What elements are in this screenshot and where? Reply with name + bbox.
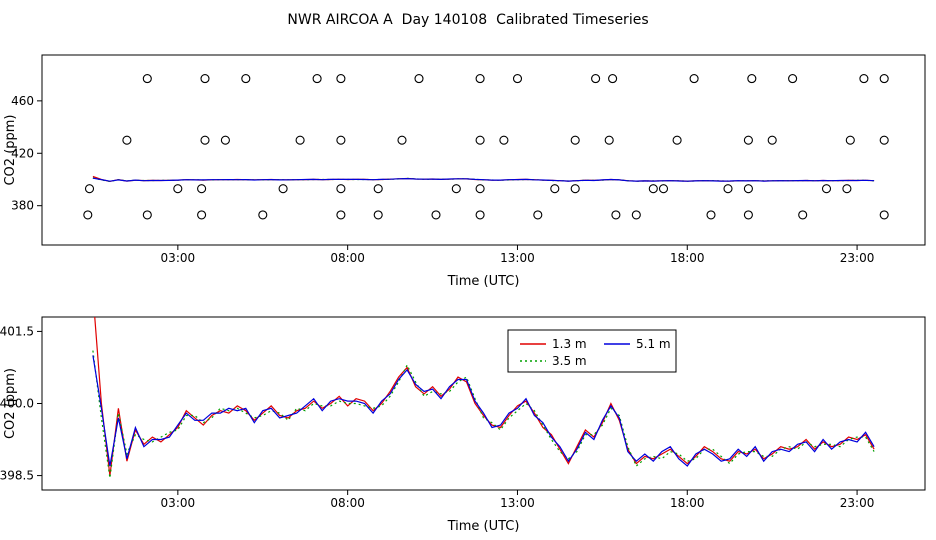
series-line-3-5-m [92, 350, 875, 479]
y-tick-label: 401.5 [0, 324, 34, 338]
calibration-point [336, 74, 346, 84]
calibration-point [373, 184, 383, 194]
calibration-point [631, 210, 641, 220]
calibration-point [220, 135, 230, 145]
calibration-point [336, 135, 346, 145]
y-tick-label: 380 [11, 199, 34, 213]
calibration-point [591, 74, 601, 84]
series-line-5-1-m [92, 177, 875, 182]
calibration-point [788, 74, 798, 84]
calibration-point [798, 210, 808, 220]
x-axis-label: Time (UTC) [447, 519, 520, 534]
calibration-point [197, 210, 207, 220]
calibration-point [512, 74, 523, 84]
plot-box [41, 54, 926, 246]
calibration-point [842, 184, 852, 194]
legend-label: 3.5 m [552, 354, 587, 368]
calibration-point [608, 74, 618, 84]
calibration-point [475, 184, 485, 194]
calibration-point [414, 74, 424, 84]
x-tick-label: 23:00 [840, 496, 875, 510]
calibration-point [84, 184, 95, 194]
y-axis-label: CO2 (ppm) [3, 368, 18, 439]
calibration-point [533, 210, 543, 220]
legend-label: 1.3 m [552, 337, 587, 351]
calibration-point [879, 210, 889, 220]
legend-label: 5.1 m [636, 337, 671, 351]
x-tick-label: 08:00 [330, 496, 365, 510]
calibration-point [747, 74, 757, 84]
page-title: NWR AIRCOA A Day 140108 Calibrated Times… [287, 12, 649, 28]
x-tick-label: 13:00 [500, 251, 535, 265]
calibration-point [83, 210, 93, 220]
calibration-point [278, 184, 288, 194]
plot-box [41, 316, 926, 491]
x-tick-label: 18:00 [670, 496, 705, 510]
calibration-point [258, 210, 268, 220]
calibration-point [451, 184, 461, 194]
calibration-point [475, 74, 485, 84]
y-axis-label: CO2 (ppm) [3, 114, 18, 185]
legend-box [507, 329, 677, 373]
calibration-point [743, 135, 753, 145]
x-tick-label: 18:00 [670, 251, 705, 265]
calibration-point [570, 184, 580, 194]
calibration-point [611, 210, 621, 220]
calibration-point [648, 184, 658, 194]
calibration-point [197, 184, 207, 194]
calibration-point [241, 74, 251, 84]
calibration-point [689, 74, 699, 84]
calibration-point [658, 184, 669, 194]
calibration-point [743, 184, 753, 194]
calibration-point [122, 135, 132, 145]
x-axis-label: Time (UTC) [447, 274, 520, 289]
calibration-point [397, 135, 407, 145]
y-tick-label: 460 [11, 94, 34, 108]
calibration-point [767, 135, 777, 145]
ambient-co2-panel: 03:00 08:00 13:00 18:00 23:00 398.5 400.0 401.5… [0, 316, 926, 534]
calibration-point [295, 135, 305, 145]
calibration-point [431, 210, 441, 220]
calibration-point [499, 135, 509, 145]
calibration-point [475, 135, 485, 145]
x-tick-label: 03:00 [161, 496, 196, 510]
calibration-point [336, 184, 346, 194]
calibration-point [550, 184, 560, 194]
calibration-point [142, 74, 152, 84]
x-tick-label: 13:00 [500, 496, 535, 510]
calibration-point [312, 74, 322, 84]
calibration-point [723, 184, 733, 194]
series-line-5-1-m [92, 355, 875, 467]
calibration-point [336, 210, 346, 220]
x-tick-label: 03:00 [161, 251, 196, 265]
calibration-point [845, 135, 855, 145]
calibration-point [373, 210, 383, 220]
calibration-point [475, 210, 485, 220]
calibration-point [200, 135, 210, 145]
calibration-point [879, 135, 889, 145]
calibration-point [879, 74, 889, 84]
calibration-point [142, 210, 152, 220]
calibration-point [859, 74, 869, 84]
y-tick-label: 398.5 [0, 469, 34, 483]
y-tick-label: 400.0 [0, 397, 34, 411]
calibration-point [173, 184, 183, 194]
calibration-point [672, 135, 682, 145]
calibration-point [570, 135, 580, 145]
y-tick-label: 420 [11, 146, 34, 160]
x-tick-label: 08:00 [330, 251, 365, 265]
x-tick-label: 23:00 [840, 251, 875, 265]
calibration-point [821, 184, 832, 194]
calibration-point [706, 210, 716, 220]
calibration-timeseries-panel: 03:00 08:00 13:00 18:00 23:00 380 420 460 Time (… [3, 54, 926, 289]
calibration-point [200, 74, 210, 84]
calibration-point [604, 135, 614, 145]
calibration-point [743, 210, 753, 220]
